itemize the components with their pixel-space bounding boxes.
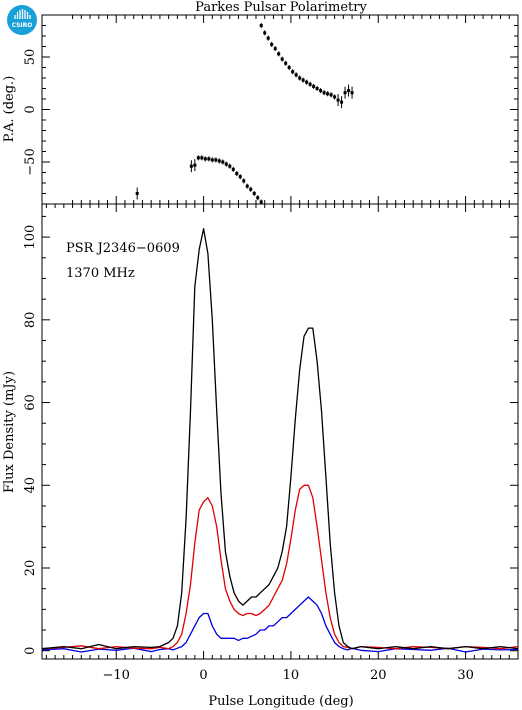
pa-point [235,172,239,176]
pa-point [319,89,323,93]
x-axis-label: Pulse Longitude (deg) [208,694,353,709]
pa-point [350,91,354,95]
pa-point [252,192,256,195]
pa-point [207,157,211,161]
csiro-logo-text: CSIRO [12,22,33,29]
pa-point [238,175,242,179]
pa-point [224,162,228,166]
pa-point [249,187,253,191]
pa-point [196,156,200,160]
pa-point [322,91,326,95]
pa-point [294,73,298,77]
pa-point [189,164,193,168]
pulsar-name-annotation: PSR J2346−0609 [66,241,180,256]
pa-point [270,42,274,46]
pa-point [287,66,291,69]
profile-y-tick-label: 100 [23,225,38,250]
pa-point [340,100,344,104]
pa-point [291,70,295,74]
pa-point [245,184,249,188]
pa-point [203,157,207,161]
pa-point [263,31,267,35]
pa-point [231,167,235,171]
pa-point [305,80,309,84]
pa-point [214,158,218,162]
profile-series [41,228,519,653]
pa-point [333,95,337,99]
pa-point [343,91,347,95]
pa-y-tick-label: 50 [23,49,38,66]
profile-panel-frame [41,203,519,660]
pa-point [228,164,232,168]
pa-points [135,23,354,205]
profile-x-tick-label: 10 [283,668,300,683]
pa-point [242,179,246,183]
pa-point [312,84,316,88]
pa-panel-frame [41,14,519,205]
profile-y-tick-label: 80 [23,312,38,329]
pa-point [200,156,204,160]
total-intensity-line [41,228,519,650]
profile-y-axis-label: Flux Density (mJy) [2,371,17,493]
csiro-logo-bars [14,9,31,19]
pa-point [135,192,139,195]
profile-y-tick-label: 40 [23,477,38,494]
pa-point [301,78,305,82]
flux-profile-panel: −10 0 10 20 30 0 20 40 60 80 100 PSR J2346−0609 13… [2,203,519,709]
pa-y-tick-label: 0 [23,105,38,113]
profile-x-tick-label: −10 [103,668,130,683]
pa-point [329,93,333,97]
pa-point [256,196,260,200]
pa-point [277,52,281,56]
position-angle-panel: −50 0 50 P.A. (deg.) [2,14,519,205]
circular-polarization-line [41,596,519,653]
pa-point [284,61,288,65]
pa-point [193,163,197,167]
pa-y-tick-label: −50 [23,148,38,175]
profile-x-tick-label: 30 [457,668,474,683]
pa-point [266,36,270,40]
profile-y-tick-label: 0 [23,647,38,655]
pa-point [326,92,330,96]
pa-point [280,57,284,61]
profile-y-tick-label: 60 [23,394,38,411]
profile-x-tick-label: 0 [199,668,207,683]
pa-point [273,47,277,51]
pa-y-axis-label: P.A. (deg.) [2,76,17,143]
profile-y-tick-label: 20 [23,560,38,577]
pa-point [336,98,340,102]
pa-ticks: −50 0 50 [23,15,518,204]
pa-point [347,89,351,93]
pa-point [259,24,263,27]
frequency-annotation: 1370 MHz [66,266,135,281]
csiro-logo: CSIRO [7,5,37,35]
pa-point [315,87,319,90]
profile-ticks: −10 0 10 20 30 0 20 40 60 80 100 [23,204,519,683]
pa-point [259,200,263,204]
pa-point [210,158,214,162]
chart-title: Parkes Pulsar Polarimetry [195,0,367,15]
pa-point [221,160,225,164]
pa-point [217,159,221,163]
pa-point [298,76,302,80]
profile-x-tick-label: 20 [370,668,387,683]
linear-polarization-line [41,484,519,650]
pa-point [308,82,312,86]
csiro-logo-circle [7,5,37,35]
